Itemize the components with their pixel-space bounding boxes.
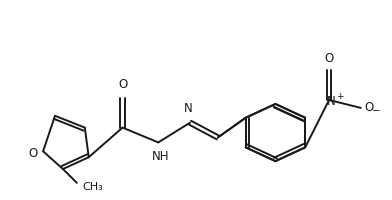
Text: O: O	[325, 52, 334, 65]
Text: CH₃: CH₃	[83, 182, 103, 192]
Text: O: O	[28, 147, 37, 160]
Text: +: +	[336, 92, 343, 101]
Text: −: −	[372, 106, 381, 116]
Text: NH: NH	[151, 150, 169, 163]
Text: O: O	[118, 78, 127, 91]
Text: O: O	[365, 101, 374, 114]
Text: N: N	[327, 95, 336, 108]
Text: N: N	[184, 102, 192, 115]
